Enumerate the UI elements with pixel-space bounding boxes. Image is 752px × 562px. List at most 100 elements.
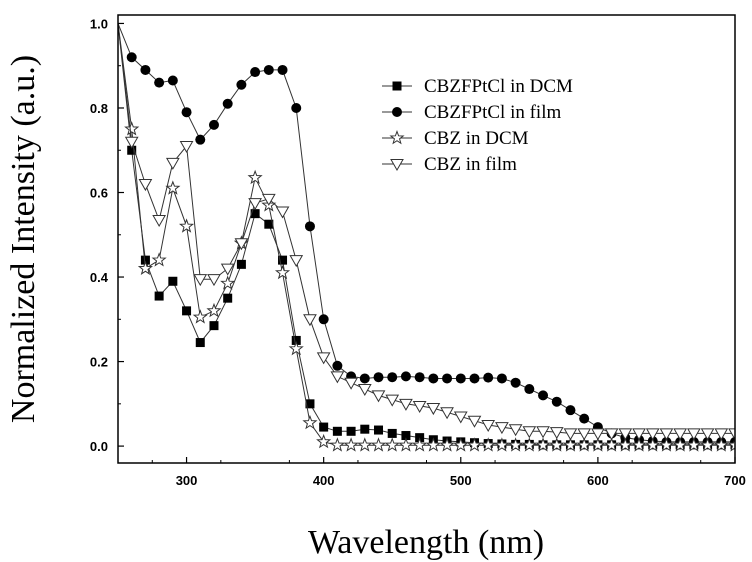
data-point bbox=[180, 220, 192, 232]
data-point bbox=[523, 427, 535, 438]
data-point bbox=[209, 120, 219, 130]
data-point bbox=[318, 353, 330, 364]
data-point bbox=[319, 423, 328, 432]
y-axis-title: Normalized Intensity (a.u.) bbox=[5, 55, 42, 423]
data-point bbox=[182, 306, 191, 315]
data-point bbox=[400, 439, 412, 451]
x-tick-label: 400 bbox=[313, 473, 335, 488]
data-point bbox=[428, 373, 438, 383]
legend-item: CBZ in DCM bbox=[382, 128, 529, 149]
legend-marker bbox=[393, 82, 402, 91]
data-point bbox=[592, 429, 604, 440]
data-point bbox=[167, 182, 179, 194]
data-point bbox=[660, 429, 672, 440]
legend-marker bbox=[392, 107, 402, 117]
data-point bbox=[674, 429, 686, 440]
data-point bbox=[290, 256, 302, 267]
x-axis-title: Wavelength (nm) bbox=[308, 524, 544, 561]
y-tick-label: 0.2 bbox=[90, 355, 108, 370]
legend-marker bbox=[391, 160, 403, 171]
data-point bbox=[360, 425, 369, 434]
data-point bbox=[702, 429, 714, 440]
legend-marker bbox=[391, 132, 403, 144]
legend-item: CBZ in film bbox=[382, 154, 517, 175]
data-point bbox=[155, 292, 164, 301]
data-point bbox=[139, 180, 151, 191]
data-point bbox=[196, 338, 205, 347]
data-point bbox=[360, 373, 370, 383]
data-point bbox=[333, 427, 342, 436]
data-point bbox=[331, 439, 343, 451]
data-point bbox=[578, 429, 590, 440]
legend-label: CBZFPtCl in DCM bbox=[424, 76, 573, 97]
data-point bbox=[278, 65, 288, 75]
data-point bbox=[291, 103, 301, 113]
data-point bbox=[127, 52, 137, 62]
data-point bbox=[427, 404, 439, 415]
data-point bbox=[249, 171, 261, 183]
data-point bbox=[497, 373, 507, 383]
x-tick-label: 600 bbox=[587, 473, 609, 488]
data-point bbox=[317, 435, 329, 447]
data-point bbox=[359, 439, 371, 451]
absorption-chart: 3004005006007000.00.20.40.60.81.0 Wavele… bbox=[0, 0, 752, 562]
x-tick-label: 500 bbox=[450, 473, 472, 488]
data-point bbox=[332, 361, 342, 371]
data-point bbox=[194, 311, 206, 323]
data-point bbox=[331, 372, 343, 383]
data-point bbox=[511, 378, 521, 388]
data-point bbox=[524, 384, 534, 394]
data-point bbox=[264, 65, 274, 75]
data-point bbox=[208, 275, 220, 286]
data-point bbox=[140, 65, 150, 75]
data-point bbox=[564, 429, 576, 440]
data-point bbox=[347, 427, 356, 436]
data-point bbox=[168, 76, 178, 86]
y-tick-label: 1.0 bbox=[90, 16, 108, 31]
data-point bbox=[208, 304, 220, 316]
data-point bbox=[304, 416, 316, 428]
data-point bbox=[153, 254, 165, 266]
ticks-layer: 3004005006007000.00.20.40.60.81.0 bbox=[90, 16, 746, 488]
x-tick-label: 700 bbox=[724, 473, 746, 488]
data-point bbox=[647, 429, 659, 440]
data-point bbox=[154, 78, 164, 88]
data-point bbox=[223, 99, 233, 109]
data-point bbox=[209, 321, 218, 330]
legend-label: CBZ in DCM bbox=[424, 128, 529, 149]
data-point bbox=[236, 80, 246, 90]
data-point bbox=[401, 371, 411, 381]
data-point bbox=[182, 107, 192, 117]
y-tick-label: 0.6 bbox=[90, 186, 108, 201]
data-point bbox=[688, 429, 700, 440]
data-point bbox=[552, 397, 562, 407]
data-point bbox=[565, 405, 575, 415]
data-point bbox=[372, 439, 384, 451]
y-tick-label: 0.8 bbox=[90, 101, 108, 116]
data-point bbox=[469, 373, 479, 383]
data-point bbox=[168, 277, 177, 286]
data-point bbox=[195, 135, 205, 145]
data-point bbox=[537, 427, 549, 438]
legend-item: CBZFPtCl in film bbox=[382, 102, 561, 123]
data-point bbox=[250, 67, 260, 77]
data-point bbox=[715, 429, 727, 440]
data-point bbox=[374, 372, 384, 382]
data-point bbox=[345, 439, 357, 451]
data-point bbox=[388, 429, 397, 438]
data-point bbox=[415, 372, 425, 382]
data-point bbox=[277, 207, 289, 218]
data-point bbox=[276, 266, 288, 278]
data-point bbox=[386, 439, 398, 451]
y-tick-label: 0.4 bbox=[90, 270, 109, 285]
data-point bbox=[538, 390, 548, 400]
data-point bbox=[387, 372, 397, 382]
data-point bbox=[304, 315, 316, 326]
data-point bbox=[237, 260, 246, 269]
data-point bbox=[374, 426, 383, 435]
data-point bbox=[345, 378, 357, 389]
data-point bbox=[359, 385, 371, 396]
legend-item: CBZFPtCl in DCM bbox=[382, 76, 573, 97]
data-point bbox=[442, 373, 452, 383]
data-point bbox=[223, 294, 232, 303]
